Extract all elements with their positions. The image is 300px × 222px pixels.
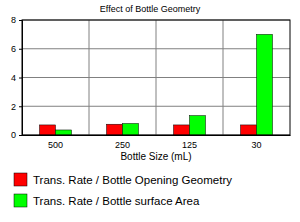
y-tick-label: 6 — [11, 44, 16, 54]
x-tick: 125 — [182, 135, 197, 150]
chart: Effect of Bottle Geometry 0 2 4 6 8 500 250 125 3… — [0, 0, 300, 222]
plot-frame — [22, 20, 290, 135]
y-axis: 0 2 4 6 8 — [11, 15, 23, 140]
x-axis: 500 250 125 30 — [23, 135, 291, 150]
category-separator — [156, 20, 157, 135]
legend-swatch — [14, 173, 27, 186]
grid — [22, 20, 290, 135]
y-tick-mark — [19, 135, 22, 136]
plot: 0 2 4 6 8 500 250 125 30 — [11, 15, 291, 150]
bar — [257, 34, 273, 135]
x-axis-line — [23, 135, 291, 136]
y-axis-line — [19, 21, 23, 136]
bars — [40, 34, 273, 135]
y-tick-mark — [19, 78, 22, 79]
x-tick: 30 — [251, 135, 261, 150]
category-separator — [89, 20, 90, 135]
y-tick-label: 0 — [11, 130, 16, 140]
x-axis-title: Bottle Size (mL) — [120, 151, 191, 162]
x-tick-label: 125 — [182, 140, 197, 150]
y-tick-mark — [19, 106, 22, 107]
bar — [190, 116, 206, 135]
y-tick-label: 2 — [11, 102, 16, 112]
x-tick: 250 — [115, 135, 130, 150]
y-tick: 6 — [11, 44, 22, 54]
legend-label: Trans. Rate / Bottle Opening Geometry — [33, 174, 232, 186]
legend-swatch — [14, 194, 27, 207]
legend: Trans. Rate / Bottle Opening Geometry Tra… — [14, 173, 232, 207]
bar — [40, 125, 56, 135]
y-tick: 8 — [11, 15, 22, 25]
y-tick-mark — [19, 20, 22, 21]
y-tick-label: 4 — [11, 73, 16, 83]
bar — [56, 130, 72, 135]
y-tick: 4 — [11, 73, 22, 83]
bar — [123, 124, 139, 136]
title: Effect of Bottle Geometry — [100, 4, 201, 14]
y-tick-label: 8 — [11, 15, 16, 25]
bar — [174, 125, 190, 135]
x-tick-label: 30 — [251, 140, 261, 150]
y-tick-mark — [19, 49, 22, 50]
category-separator — [223, 20, 224, 135]
x-tick: 500 — [48, 135, 63, 150]
y-tick: 2 — [11, 102, 22, 112]
legend-label: Trans. Rate / Bottle surface Area — [33, 195, 200, 207]
x-tick-label: 500 — [48, 140, 63, 150]
background — [0, 0, 300, 222]
bar — [241, 125, 257, 135]
x-tick-label: 250 — [115, 140, 130, 150]
bar — [107, 124, 123, 135]
y-tick: 0 — [11, 130, 22, 140]
